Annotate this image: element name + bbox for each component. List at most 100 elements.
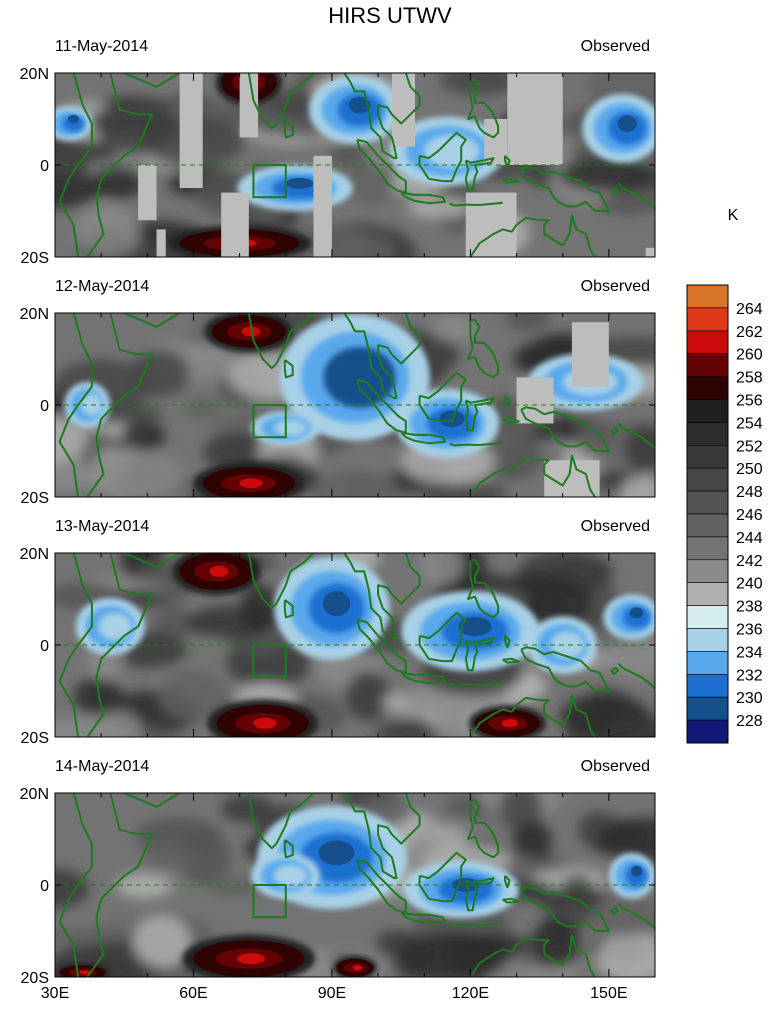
colorbar-label: 262	[736, 324, 763, 341]
colorbar: 264 262 260 258 256 254 252 250 248 246 244 242 240 2…	[686, 284, 763, 744]
field-cell	[206, 876, 265, 898]
colorbar-label: 236	[736, 622, 763, 639]
colorbar-swatch	[686, 651, 729, 675]
coastline	[283, 119, 294, 139]
field-cell	[73, 677, 122, 715]
colorbar-label: 240	[736, 576, 763, 593]
colorbar-label: 264	[736, 301, 763, 318]
colorbar-label: 248	[736, 484, 763, 501]
missing-data-patch	[138, 165, 157, 221]
colorbar-label: 228	[736, 713, 763, 730]
colorbar-swatch	[686, 422, 729, 446]
colorbar-swatch	[686, 582, 729, 606]
coastline	[449, 681, 503, 687]
x-tick-label: 60E	[179, 985, 207, 1002]
coastline	[123, 793, 181, 808]
coastline	[617, 662, 655, 690]
field-cell	[133, 915, 191, 969]
panel-field	[55, 553, 655, 737]
coastline	[467, 798, 500, 859]
colorbar-swatch	[686, 399, 729, 423]
coastline	[123, 553, 181, 568]
coastline	[469, 694, 596, 737]
coastline	[502, 897, 520, 904]
coastline	[418, 131, 467, 183]
dry-region-262	[209, 565, 229, 577]
coastline	[343, 793, 421, 880]
moist-region	[308, 75, 402, 145]
colorbar-frame	[686, 284, 729, 744]
field-cell	[431, 314, 476, 342]
field-cell	[330, 237, 397, 257]
missing-data-patch	[645, 247, 655, 257]
colorbar-label: 254	[736, 415, 763, 432]
coastline	[283, 599, 294, 619]
panel-label: Observed	[581, 518, 650, 535]
colorbar-swatch	[686, 628, 729, 652]
y-tick-label: 20N	[20, 306, 49, 323]
field-cell	[154, 607, 201, 638]
field-cell	[620, 475, 655, 497]
field-cell	[345, 670, 391, 722]
y-tick-label: 0	[40, 878, 49, 895]
moist-region	[603, 594, 655, 641]
field-cell	[439, 73, 522, 96]
field-cell	[596, 638, 655, 679]
y-tick-label: 0	[40, 398, 49, 415]
coastline	[464, 157, 495, 192]
field-cell	[55, 414, 87, 464]
field-cell	[239, 583, 279, 635]
coastline	[58, 553, 93, 737]
colorbar-label: 250	[736, 461, 763, 478]
dry-region-262	[253, 717, 277, 729]
panel-date: 12-May-2014	[55, 278, 149, 295]
dry-region	[55, 963, 111, 977]
field-cell	[600, 716, 655, 737]
colorbar-label: 238	[736, 599, 763, 616]
field-cell	[419, 553, 463, 585]
field-cell	[135, 817, 222, 855]
coastline	[230, 313, 233, 314]
dry-region	[193, 462, 305, 497]
colorbar-swatch	[686, 353, 729, 377]
moist-region-230	[631, 865, 643, 877]
coastline	[400, 671, 446, 685]
coastline	[502, 177, 520, 184]
colorbar-swatch	[686, 307, 729, 332]
field-cell	[120, 421, 166, 452]
panel-date: 13-May-2014	[55, 518, 149, 535]
coastline	[418, 851, 467, 903]
coastline	[464, 877, 495, 912]
panels: 11-May-2014 Observed 20N 0 20S 12-May-2014 Obs…	[20, 38, 656, 1002]
coastline	[418, 371, 467, 423]
missing-data-patch	[179, 73, 203, 188]
x-tick-label: 30E	[41, 985, 69, 1002]
coastline	[58, 313, 93, 497]
missing-data-patch	[156, 229, 166, 257]
colorbar-label: 242	[736, 553, 763, 570]
moist-region-core	[273, 419, 307, 437]
moist-region-230	[617, 115, 637, 132]
coastline	[610, 427, 620, 435]
coastline	[504, 395, 511, 409]
coastline	[247, 793, 315, 850]
moist-region-core	[550, 631, 584, 659]
coastline	[343, 73, 421, 160]
dry-region	[204, 313, 294, 353]
missing-data-patch	[571, 322, 609, 387]
coastline	[520, 646, 610, 692]
map-panel: 12-May-2014 Observed 20N 0 20S	[20, 278, 656, 507]
coastline	[400, 431, 446, 445]
colorbar-swatch	[686, 467, 729, 492]
coastline	[469, 214, 596, 257]
missing-data-patch	[313, 155, 332, 257]
coastline	[418, 611, 467, 663]
field-cell	[55, 926, 126, 946]
y-tick-label: 20N	[20, 546, 49, 563]
coastline	[467, 318, 500, 379]
coastline	[617, 422, 655, 450]
field-cell	[185, 613, 233, 633]
missing-data-patch	[507, 73, 563, 165]
colorbar-swatch	[686, 719, 729, 744]
